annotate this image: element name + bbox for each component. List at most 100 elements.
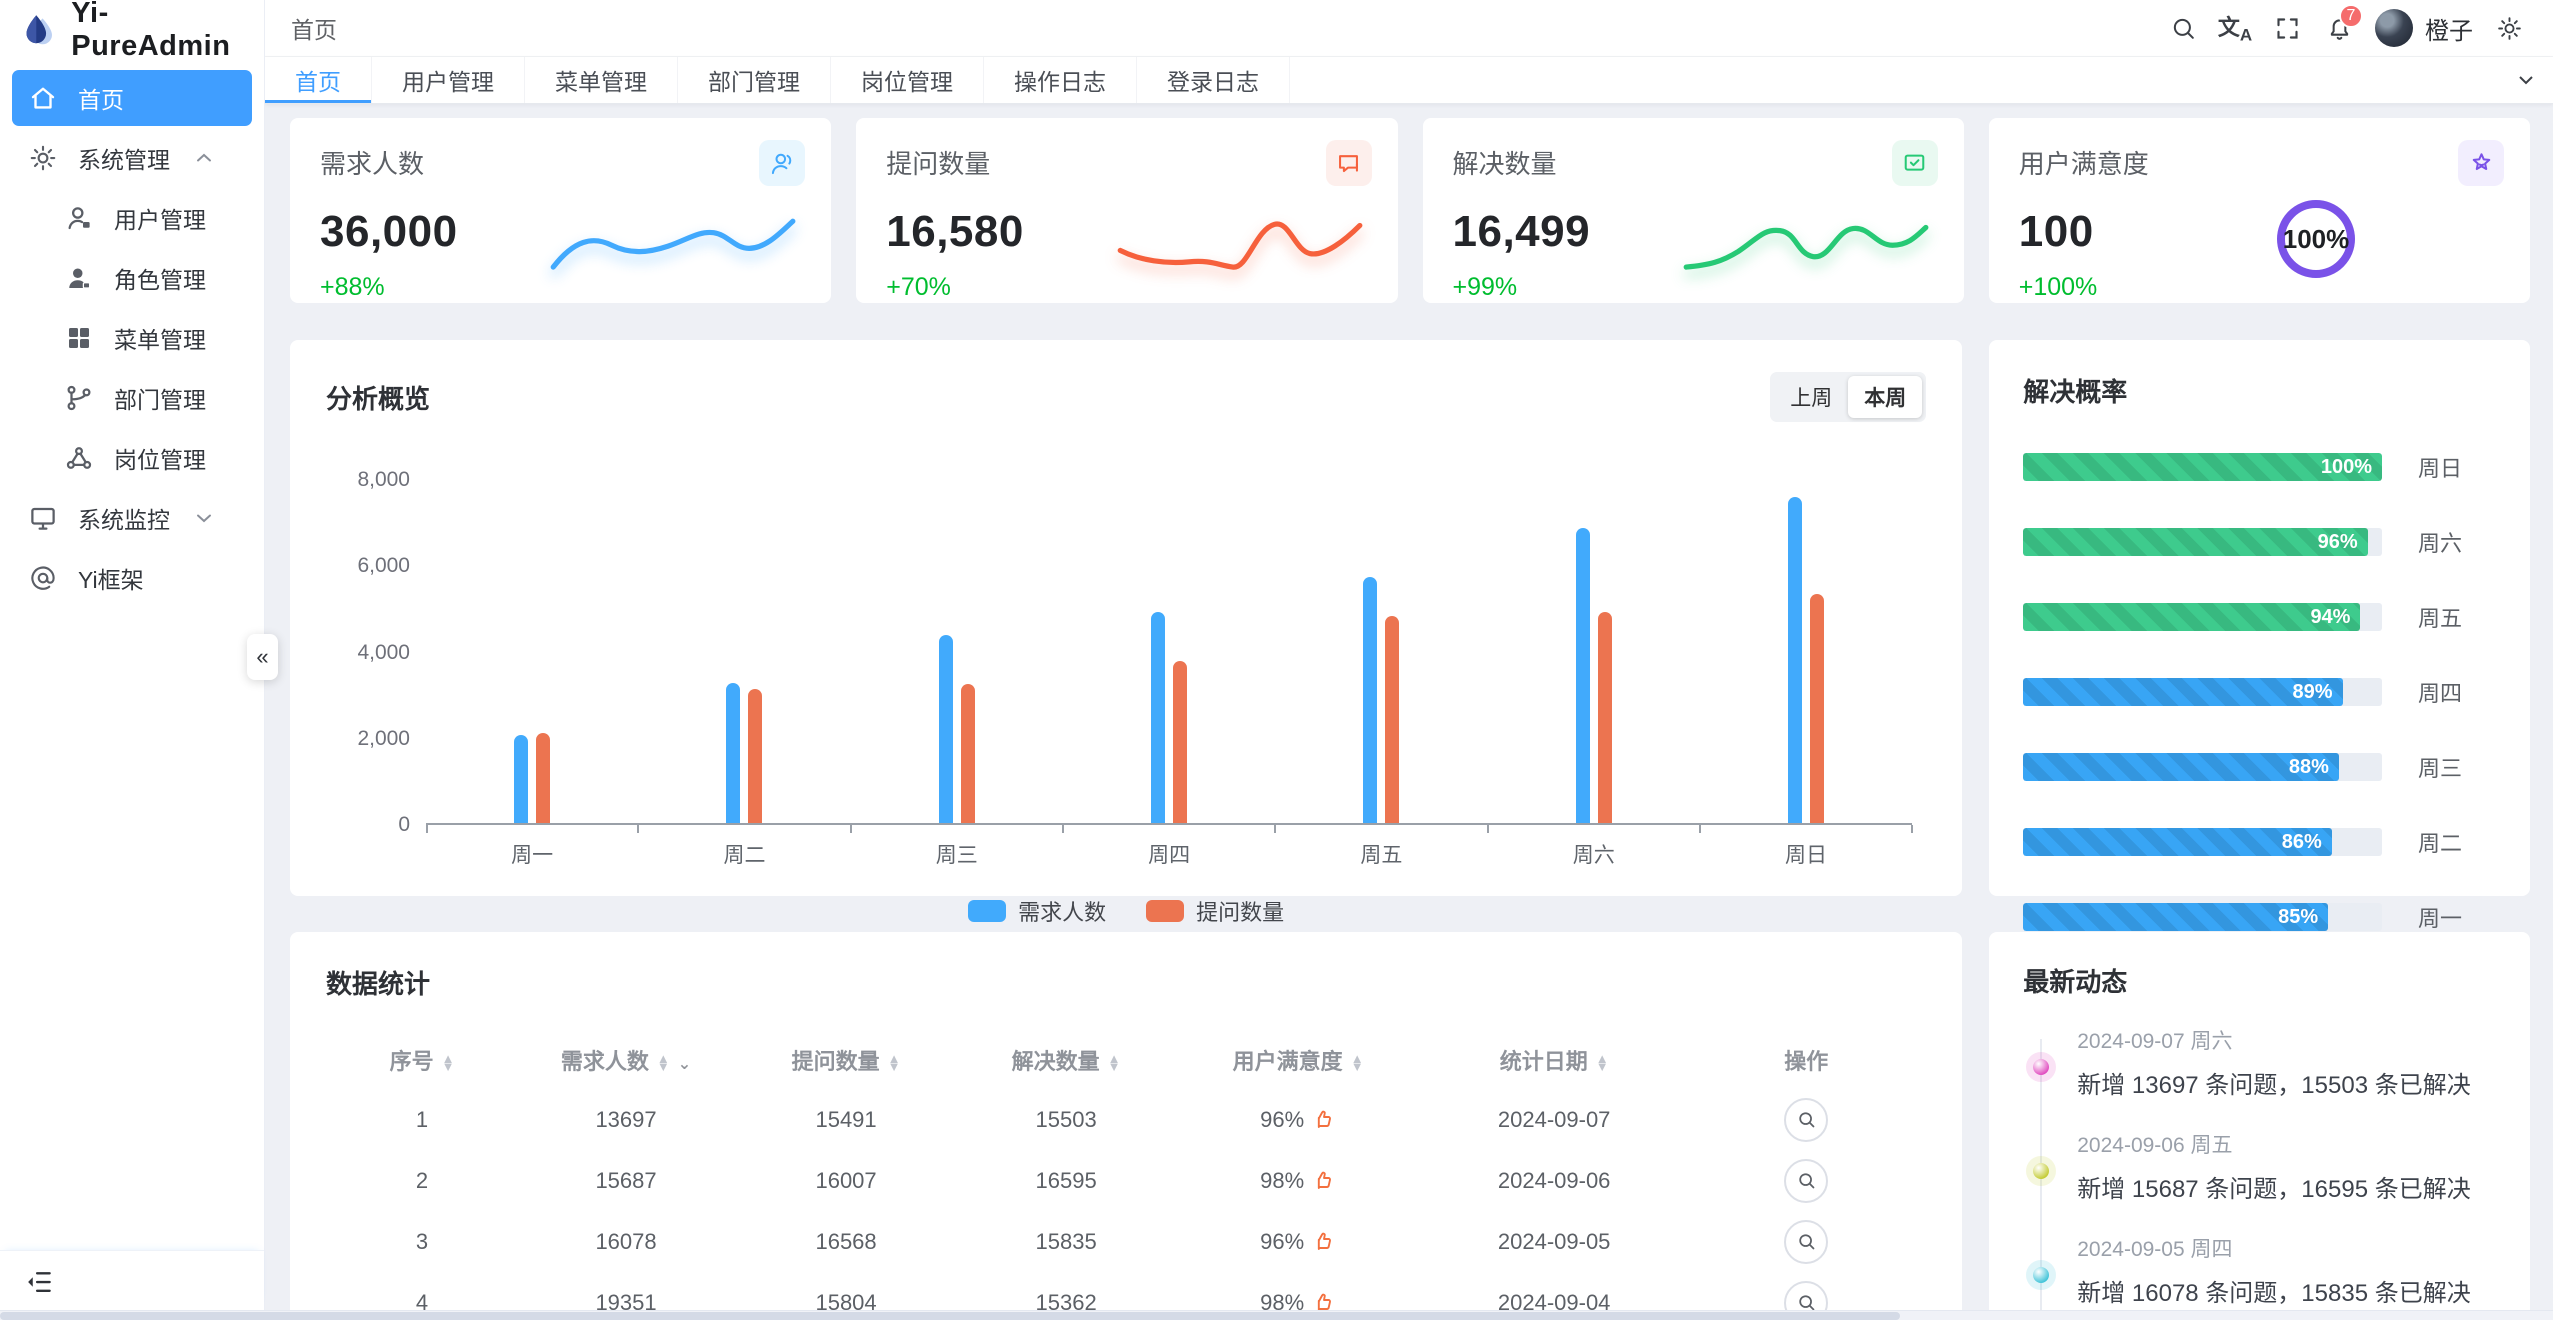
sidebar-collapse-button[interactable]: « [247, 634, 278, 680]
sort-carets-icon[interactable]: ▲ ▼ [1350, 1051, 1364, 1075]
progress-fill: 86% [2023, 828, 2332, 856]
sort-carets-icon[interactable]: ▲ ▼ [656, 1051, 670, 1075]
sidebar-item-0[interactable]: 首页 [12, 70, 252, 126]
sidebar-item-7[interactable]: 系统监控 [12, 490, 252, 546]
fold-menu-icon[interactable] [24, 1267, 54, 1297]
x-axis-label: 周三 [935, 844, 978, 867]
msg-check-icon [1901, 150, 1928, 177]
y-axis-label: 2,000 [357, 726, 410, 750]
sidebar-item-5[interactable]: 部门管理 [12, 370, 252, 426]
sidebar-item-8[interactable]: Yi框架 [12, 550, 252, 606]
top-header: 首页 文A 7 橙子 [265, 0, 2553, 57]
scrollbar-thumb[interactable] [0, 1312, 1900, 1320]
chevron-down-icon [2514, 68, 2538, 92]
bar-提问数量-周一 [536, 733, 551, 823]
view-detail-button[interactable] [1784, 1219, 1829, 1264]
settings-button[interactable] [2483, 2, 2535, 54]
table-header-统计日期[interactable]: 统计日期 ▲ ▼ [1422, 1031, 1686, 1089]
gear-icon [28, 143, 58, 173]
view-detail-button[interactable] [1784, 1097, 1829, 1142]
legend-swatch [1146, 900, 1185, 922]
search-button[interactable] [2157, 2, 2209, 54]
stat-card-title: 提问数量 [886, 149, 991, 179]
sparkline-green [1680, 196, 1930, 284]
table-cell: 16007 [815, 1167, 877, 1193]
table-header-序号[interactable]: 序号 ▲ ▼ [326, 1031, 518, 1089]
timeline-item: 2024-09-07 周六 新增 13697 条问题，15503 条已解决 [2033, 1025, 2496, 1100]
sidebar-item-4[interactable]: 菜单管理 [12, 310, 252, 366]
tab-bar: 首页 用户管理 菜单管理 部门管理 岗位管理 操作日志 登录日志 [265, 57, 2553, 104]
probability-row-周二: 86% 周二 [2023, 826, 2496, 858]
tab-3[interactable]: 部门管理 [678, 57, 831, 103]
tab-2[interactable]: 菜单管理 [525, 57, 678, 103]
gear-icon [2496, 15, 2523, 42]
sidebar-item-label: 菜单管理 [114, 327, 206, 353]
toggle-上周[interactable]: 上周 [1790, 387, 1833, 410]
avatar[interactable] [2375, 9, 2413, 47]
notifications-button[interactable]: 7 [2313, 2, 2365, 54]
tab-overflow-button[interactable] [2499, 57, 2553, 103]
at-icon [28, 563, 58, 593]
stat-card-value: 36,000 [320, 207, 458, 256]
progress-day-label: 周一 [2418, 906, 2463, 931]
table-header-用户满意度[interactable]: 用户满意度 ▲ ▼ [1174, 1031, 1422, 1089]
bar-需求人数-周二 [726, 683, 741, 823]
sidebar-item-label: 岗位管理 [114, 447, 206, 473]
toggle-本周[interactable]: 本周 [1848, 376, 1923, 418]
sidebar-item-1[interactable]: 系统管理 [12, 130, 252, 186]
legend-item-需求人数[interactable]: 需求人数 [968, 895, 1106, 927]
progress-track: 85% [2023, 903, 2382, 931]
sort-carets-icon[interactable]: ▲ ▼ [887, 1051, 901, 1075]
probability-card: 解决概率 100% 周日 96% 周六 94% 周五 89% 周四 88% 周三 86% 周二 85% 周… [1989, 340, 2530, 931]
bar-提问数量-周三 [960, 684, 975, 823]
bar-需求人数-周一 [514, 735, 529, 823]
filter-icon[interactable]: ⌄ [677, 1056, 692, 1073]
sort-carets-icon[interactable]: ▲ ▼ [1595, 1051, 1609, 1075]
stat-card-1: 提问数量 16,580 +70% [856, 118, 1398, 303]
bar-chart-categories: 周一 周二 周三 周四 周五 周六 周日 [426, 839, 1912, 869]
tab-0[interactable]: 首页 [265, 57, 372, 103]
table-header-解决数量[interactable]: 解决数量 ▲ ▼ [958, 1031, 1174, 1089]
table-cell: 2 [415, 1167, 429, 1193]
horizontal-scrollbar[interactable] [0, 1310, 2553, 1320]
breadcrumb: 首页 [291, 17, 337, 43]
view-detail-button[interactable] [1784, 1158, 1829, 1203]
tab-6[interactable]: 登录日志 [1137, 57, 1290, 103]
sort-carets-icon[interactable]: ▲ ▼ [441, 1051, 455, 1075]
satisfaction-value: 98% [1260, 1167, 1305, 1193]
sort-carets-icon[interactable]: ▲ ▼ [1107, 1051, 1121, 1075]
dept-icon [64, 383, 94, 413]
sidebar-item-3[interactable]: 角色管理 [12, 250, 252, 306]
table-header-label: 提问数量 [791, 1049, 880, 1074]
sparkline-blue [547, 196, 797, 284]
tab-1[interactable]: 用户管理 [372, 57, 525, 103]
satisfaction-cell: 98% [1174, 1150, 1422, 1211]
table-cell: 16078 [595, 1228, 657, 1254]
table-row: 2 15687 16007 16595 98% 2024-09-06 [326, 1150, 1926, 1211]
stat-card-2: 解决数量 16,499 +99% [1422, 118, 1964, 303]
timeline-item: 2024-09-06 周五 新增 15687 条问题，16595 条已解决 [2033, 1129, 2496, 1204]
sidebar-item-6[interactable]: 岗位管理 [12, 430, 252, 486]
table-cell: 3 [415, 1228, 429, 1254]
sidebar-item-2[interactable]: 用户管理 [12, 190, 252, 246]
progress-day-label: 周二 [2418, 831, 2463, 856]
probability-row-周六: 96% 周六 [2023, 526, 2496, 558]
probability-row-周三: 88% 周三 [2023, 751, 2496, 783]
tab-4[interactable]: 岗位管理 [831, 57, 984, 103]
translate-button[interactable]: 文A [2209, 2, 2261, 54]
table-header-需求人数[interactable]: 需求人数 ▲ ▼ ⌄ [518, 1031, 734, 1089]
main-area: 首页 文A 7 橙子 首页 用户管理 菜单管理 部门管理 岗位管理 操作日志 登录日志 需求… [265, 0, 2553, 1320]
progress-fill: 94% [2023, 603, 2361, 631]
user-name[interactable]: 橙子 [2425, 17, 2473, 45]
table-header-label: 序号 [389, 1049, 434, 1074]
app-logo[interactable]: Yi-PureAdmin [0, 0, 264, 62]
content: 需求人数 36,000 +88% 提问数量 16,580 +70% 解决数量 16,499 +9… [265, 104, 2553, 1320]
fullscreen-button[interactable] [2261, 2, 2313, 54]
table-row: 3 16078 16568 15835 96% 2024-09-05 [326, 1211, 1926, 1272]
stat-cards-row: 需求人数 36,000 +88% 提问数量 16,580 +70% 解决数量 16,499 +9… [290, 118, 2530, 303]
table-header-提问数量[interactable]: 提问数量 ▲ ▼ [734, 1031, 958, 1089]
tab-5[interactable]: 操作日志 [984, 57, 1137, 103]
table-header-label: 解决数量 [1011, 1049, 1100, 1074]
table-header-label: 统计日期 [1499, 1049, 1588, 1074]
legend-item-提问数量[interactable]: 提问数量 [1146, 895, 1284, 927]
